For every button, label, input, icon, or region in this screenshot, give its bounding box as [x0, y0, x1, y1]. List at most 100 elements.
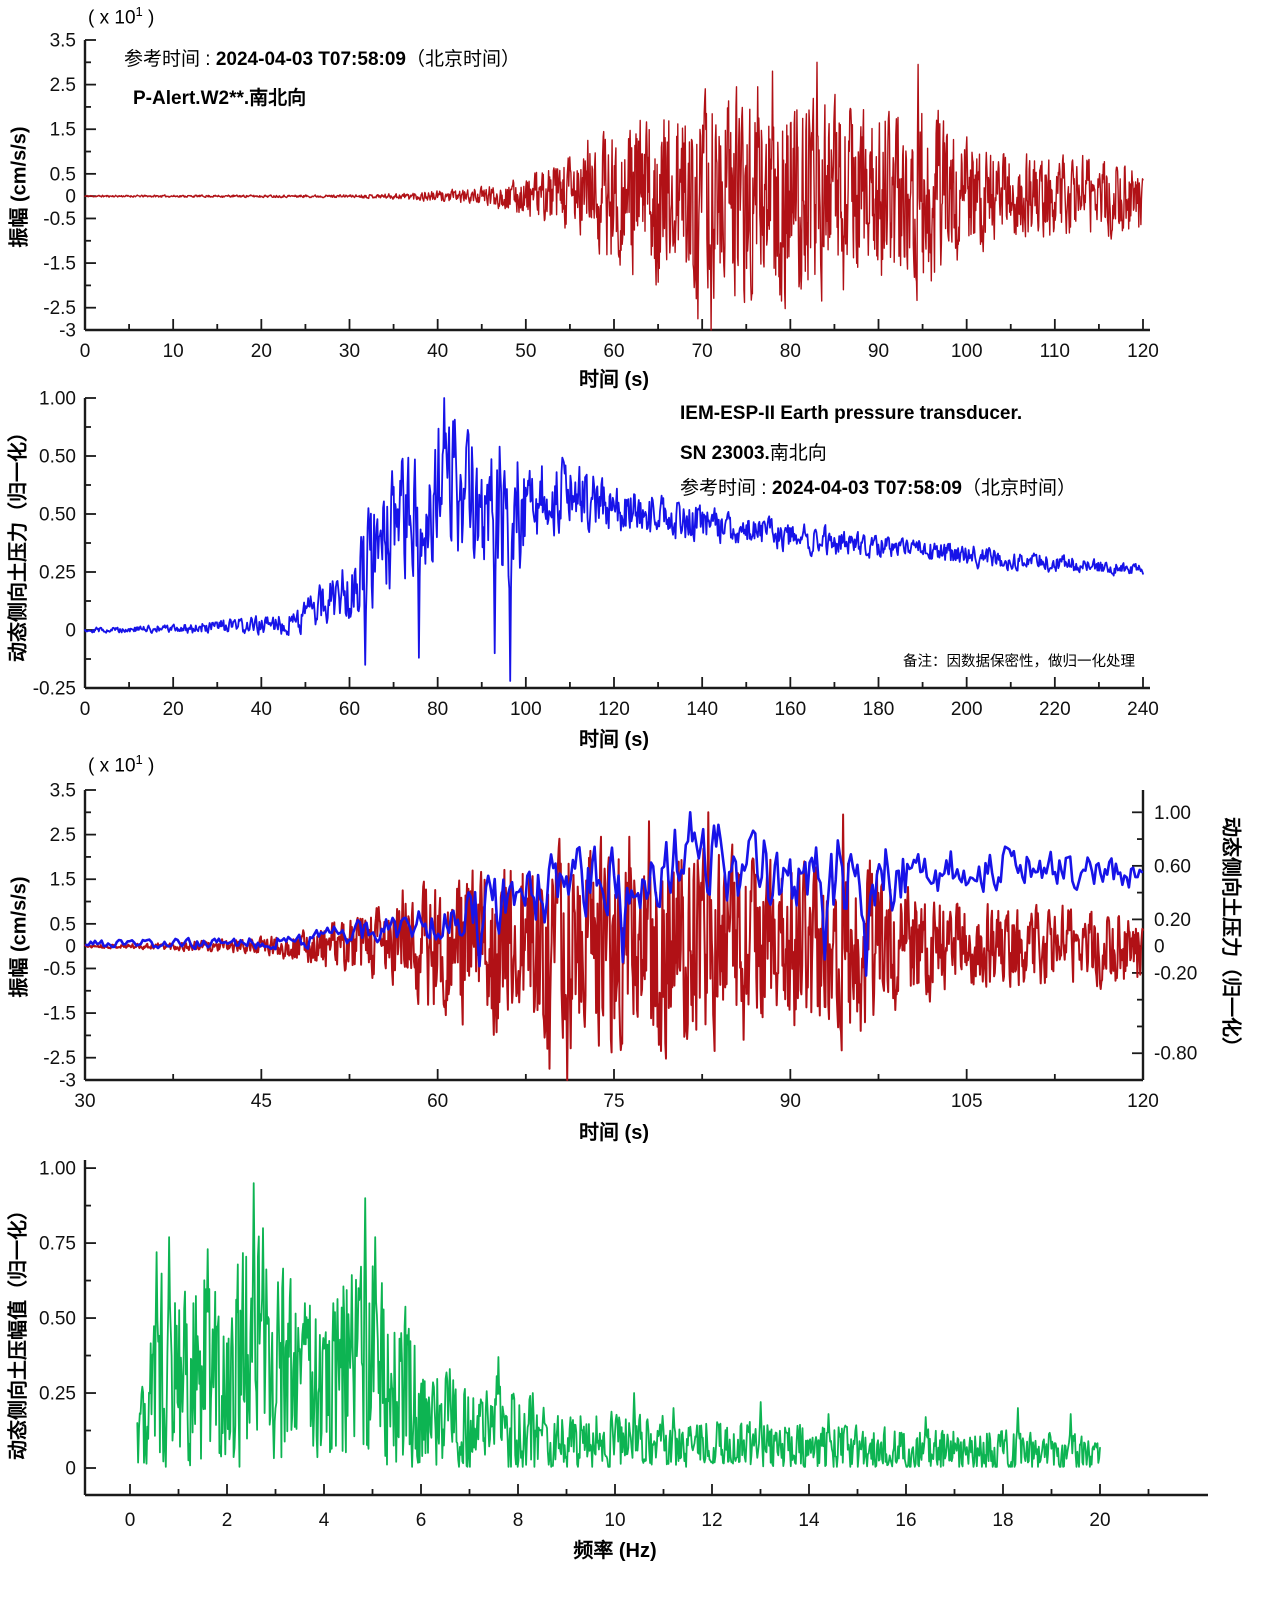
tick-label: 180	[863, 699, 895, 720]
ref-time-value: 2024-04-03 T07:58:09	[215, 49, 406, 70]
tick-label: 0.75	[39, 1234, 76, 1255]
tick-label: 16	[895, 1510, 916, 1531]
panel4-x-title: 频率 (Hz)	[573, 1540, 657, 1562]
tick-label: 60	[603, 341, 624, 362]
panel3-scale-note: ( x 101 )	[88, 752, 154, 777]
tick-label: 10	[163, 341, 184, 362]
sn-direction: 南北向	[769, 443, 827, 464]
tick-label: -3	[59, 1071, 76, 1092]
tick-label: 0.50	[39, 1309, 76, 1330]
tick-label: 100	[951, 341, 983, 362]
tick-label: 0.5	[50, 164, 76, 185]
panel3-y-title-left: 振幅 (cm/s/s)	[8, 876, 31, 998]
tick-label: 0.60	[1154, 856, 1191, 877]
series-P-Alert NS acceleration (windowed)	[84, 811, 1144, 1081]
tick-label: 3.5	[50, 781, 76, 802]
tick-label: 45	[251, 1091, 272, 1112]
tick-label: 0	[65, 621, 76, 642]
ref-time-label: 参考时间 :	[680, 478, 772, 499]
tick-label: 2.5	[50, 75, 76, 96]
tick-label: 60	[339, 699, 360, 720]
tick-label: 0.25	[39, 1384, 76, 1405]
tick-label: 8	[513, 1510, 524, 1531]
tick-label: 0.20	[1154, 910, 1191, 931]
tick-label: 160	[774, 699, 806, 720]
ref-time-label: 参考时间 :	[124, 49, 216, 70]
tick-label: 1.00	[39, 1159, 76, 1180]
tick-label: 0.25	[39, 563, 76, 584]
tick-label: -0.20	[1154, 963, 1197, 984]
panel2-privacy-note: 备注：因数据保密性，做归一化处理	[903, 654, 1135, 670]
tick-label: 0.50	[39, 505, 76, 526]
tick-label: 1.00	[39, 389, 76, 410]
tick-label: 1.5	[50, 870, 76, 891]
tick-label: 120	[1127, 1091, 1159, 1112]
scale-exponent: 1	[135, 4, 143, 19]
tick-label: 18	[992, 1510, 1013, 1531]
tick-label: 120	[1127, 341, 1159, 362]
tick-label: -3	[59, 321, 76, 342]
tick-label: 140	[686, 699, 718, 720]
tick-label: 14	[798, 1510, 820, 1531]
tick-label: -1.5	[43, 1004, 76, 1025]
scale-prefix: ( x 10	[88, 755, 136, 777]
tick-label: -0.80	[1154, 1044, 1197, 1065]
tick-label: 70	[692, 341, 713, 362]
tick-label: 0	[65, 937, 76, 958]
tick-label: 20	[1089, 1510, 1110, 1531]
panel1-station-label: P-Alert.W2**.南北向	[133, 88, 307, 109]
tick-label: 30	[74, 1091, 95, 1112]
tick-label: 100	[510, 699, 542, 720]
tick-label: 0	[65, 1459, 76, 1480]
panel4-y-title: 动态侧向土压幅值（归一化）	[7, 1200, 30, 1460]
tick-label: 0.50	[39, 447, 76, 468]
panel2-sn-label: SN 23003.南北向	[680, 438, 827, 465]
tick-label: 20	[251, 341, 272, 362]
tick-label: 220	[1039, 699, 1071, 720]
series-P-Alert NS acceleration (x10 cm/s/s)	[84, 61, 1144, 331]
tick-label: 75	[603, 1091, 624, 1112]
tick-label: 60	[427, 1091, 448, 1112]
panel2-device-label: IEM-ESP-II Earth pressure transducer.	[680, 403, 1023, 424]
panel2-y-title: 动态侧向土压力（归一化）	[7, 422, 30, 662]
panel1-y-title: 振幅 (cm/s/s)	[8, 126, 31, 248]
panel1-x-title: 时间 (s)	[579, 369, 649, 391]
tick-label: 2	[222, 1510, 233, 1531]
tick-label: -0.5	[43, 959, 76, 980]
tick-label: 10	[604, 1510, 625, 1531]
tick-label: 90	[868, 341, 889, 362]
tick-label: 1.5	[50, 120, 76, 141]
ref-time-value: 2024-04-03 T07:58:09	[771, 478, 962, 499]
panel3-y-title-right: 动态侧向土压力（归一化）	[1219, 817, 1242, 1057]
tick-label: 0.5	[50, 914, 76, 935]
tick-label: 30	[339, 341, 360, 362]
sn-value: SN 23003.	[680, 443, 770, 464]
tick-label: -1.5	[43, 254, 76, 275]
tick-label: 3.5	[50, 31, 76, 52]
tick-label: 20	[163, 699, 184, 720]
tick-label: 0	[65, 187, 76, 208]
tick-label: -2.5	[43, 298, 76, 319]
ref-time-zone: （北京时间）	[405, 49, 520, 70]
panel2-ref-time: 参考时间 : 2024-04-03 T07:58:09（北京时间）	[680, 473, 1076, 500]
tick-label: 0	[80, 341, 91, 362]
scale-prefix: ( x 10	[88, 7, 136, 29]
tick-label: 105	[951, 1091, 983, 1112]
tick-label: 110	[1040, 341, 1070, 362]
tick-label: 200	[951, 699, 983, 720]
tick-label: 2.5	[50, 825, 76, 846]
tick-label: 0	[1154, 937, 1165, 958]
scale-suffix: )	[142, 7, 155, 29]
scale-exponent: 1	[135, 752, 143, 767]
tick-label: 12	[701, 1510, 722, 1531]
tick-label: 120	[598, 699, 630, 720]
tick-label: 0	[80, 699, 91, 720]
panel1-scale-note: ( x 101 )	[88, 4, 154, 29]
panel3-x-title: 时间 (s)	[579, 1122, 649, 1144]
panel2-x-title: 时间 (s)	[579, 729, 649, 751]
tick-label: 1.00	[1154, 803, 1191, 824]
tick-label: -2.5	[43, 1048, 76, 1069]
tick-label: 40	[427, 341, 448, 362]
